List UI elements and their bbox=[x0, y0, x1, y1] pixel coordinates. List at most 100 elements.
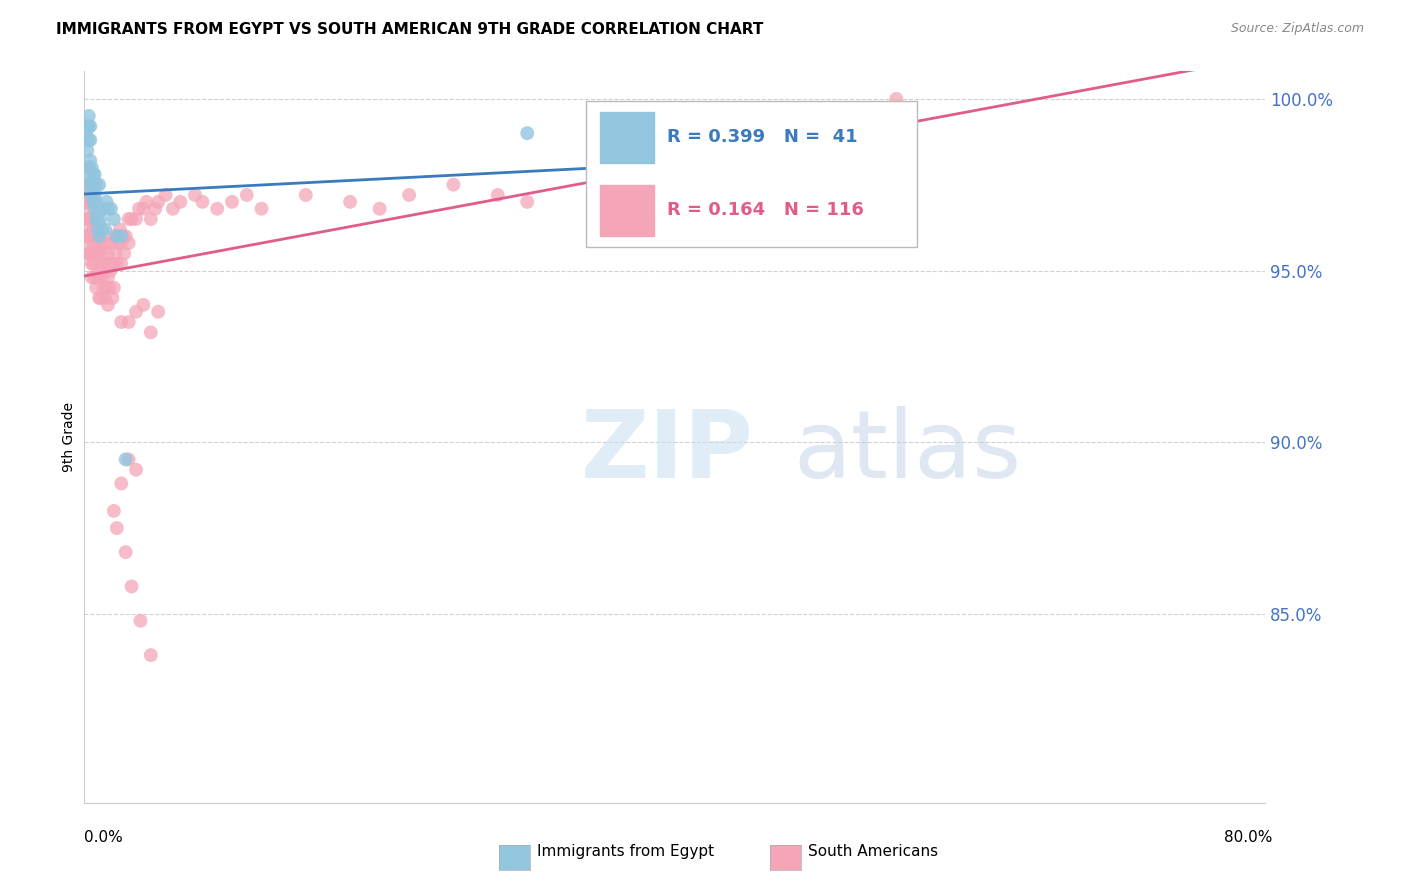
Point bbox=[79, 167, 101, 181]
Point bbox=[82, 235, 104, 250]
Text: Immigrants from Egypt: Immigrants from Egypt bbox=[537, 845, 714, 859]
Point bbox=[94, 222, 117, 236]
Point bbox=[79, 133, 101, 147]
Point bbox=[93, 281, 115, 295]
Point bbox=[125, 304, 148, 318]
Point bbox=[108, 222, 131, 236]
Point bbox=[77, 178, 100, 192]
Point bbox=[139, 326, 162, 340]
Point bbox=[118, 212, 141, 227]
Point bbox=[86, 270, 108, 285]
Text: 0.0%: 0.0% bbox=[84, 830, 124, 845]
Point bbox=[118, 315, 141, 329]
Point bbox=[516, 126, 538, 140]
Point bbox=[103, 229, 125, 244]
Point bbox=[250, 202, 273, 216]
Point bbox=[112, 246, 135, 260]
Point bbox=[77, 194, 100, 209]
Point bbox=[79, 120, 101, 134]
Text: 80.0%: 80.0% bbox=[1225, 830, 1272, 845]
Point bbox=[664, 167, 686, 181]
Point bbox=[94, 291, 117, 305]
Point bbox=[90, 235, 112, 250]
Point bbox=[93, 202, 115, 216]
Point bbox=[110, 257, 132, 271]
Point bbox=[107, 235, 129, 250]
Point bbox=[184, 188, 207, 202]
Point bbox=[98, 257, 121, 271]
Point bbox=[96, 194, 118, 209]
Point bbox=[118, 235, 141, 250]
Point bbox=[295, 188, 318, 202]
Point bbox=[76, 161, 98, 175]
Point bbox=[110, 315, 132, 329]
Point bbox=[516, 194, 538, 209]
Point bbox=[77, 229, 100, 244]
Point bbox=[83, 202, 105, 216]
Point bbox=[84, 257, 107, 271]
Point bbox=[97, 298, 120, 312]
Point bbox=[129, 614, 152, 628]
Text: Source: ZipAtlas.com: Source: ZipAtlas.com bbox=[1230, 22, 1364, 36]
Point bbox=[80, 270, 103, 285]
Point bbox=[76, 178, 98, 192]
Point bbox=[82, 194, 104, 209]
Point bbox=[205, 202, 228, 216]
Point bbox=[76, 229, 98, 244]
Point bbox=[83, 167, 105, 181]
Point bbox=[80, 257, 103, 271]
Text: R = 0.399   N =  41: R = 0.399 N = 41 bbox=[666, 128, 858, 146]
Point bbox=[77, 120, 100, 134]
Point bbox=[77, 246, 100, 260]
Point bbox=[89, 202, 111, 216]
Point bbox=[86, 212, 108, 227]
Point bbox=[75, 126, 97, 140]
Point bbox=[125, 212, 148, 227]
Point bbox=[886, 92, 908, 106]
Point bbox=[76, 194, 98, 209]
Point bbox=[76, 144, 98, 158]
Point bbox=[143, 202, 166, 216]
Point bbox=[86, 246, 108, 260]
Point bbox=[82, 178, 104, 192]
Point bbox=[441, 178, 464, 192]
Point bbox=[76, 212, 98, 227]
Point bbox=[83, 270, 105, 285]
Point bbox=[76, 120, 98, 134]
Point bbox=[132, 298, 155, 312]
Point bbox=[97, 202, 120, 216]
Point bbox=[97, 246, 120, 260]
Point bbox=[84, 212, 107, 227]
Text: atlas: atlas bbox=[793, 406, 1021, 498]
Point bbox=[75, 178, 97, 192]
Point bbox=[105, 521, 128, 535]
Point bbox=[84, 178, 107, 192]
Point bbox=[110, 229, 132, 244]
Point bbox=[79, 246, 101, 260]
Point bbox=[80, 161, 103, 175]
Point bbox=[191, 194, 214, 209]
Point bbox=[100, 235, 122, 250]
Point bbox=[486, 188, 509, 202]
Point bbox=[100, 202, 122, 216]
Point bbox=[236, 188, 259, 202]
Point bbox=[110, 476, 132, 491]
Point bbox=[128, 202, 150, 216]
Point bbox=[77, 133, 100, 147]
Point bbox=[118, 452, 141, 467]
Point bbox=[91, 246, 114, 260]
Point bbox=[121, 579, 143, 593]
Point bbox=[105, 257, 128, 271]
Point bbox=[80, 188, 103, 202]
Point bbox=[89, 229, 111, 244]
Point bbox=[75, 212, 97, 227]
Point bbox=[135, 194, 157, 209]
Point bbox=[83, 246, 105, 260]
Point bbox=[77, 109, 100, 123]
Point bbox=[83, 188, 105, 202]
Point bbox=[77, 212, 100, 227]
Point bbox=[105, 229, 128, 244]
Point bbox=[738, 167, 761, 181]
Y-axis label: 9th Grade: 9th Grade bbox=[62, 402, 76, 472]
Point bbox=[76, 246, 98, 260]
